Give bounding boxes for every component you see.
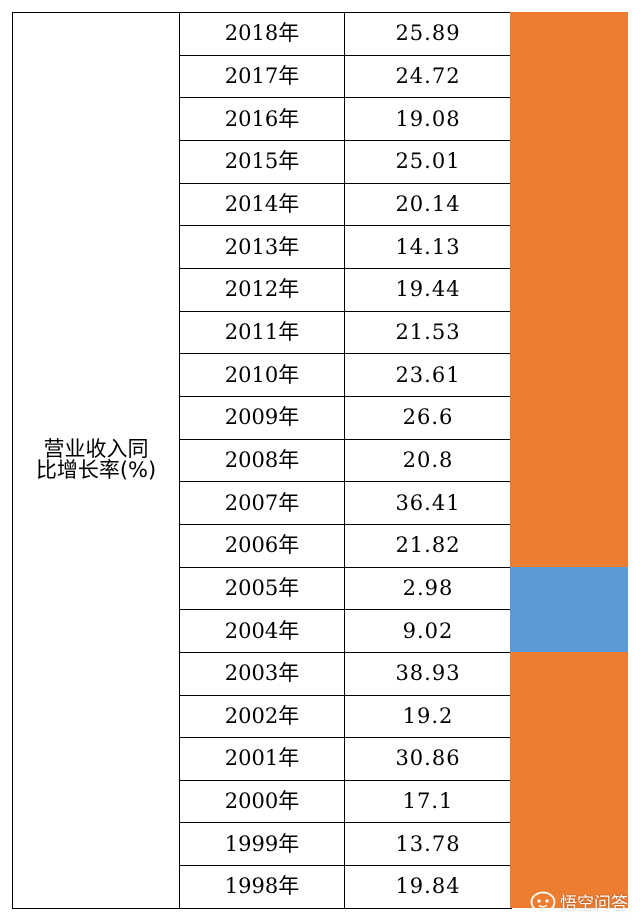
- growth-value-cell: 21.53: [344, 310, 512, 355]
- table-row: 2011年 21.53: [13, 310, 512, 355]
- data-sheet: 营业收入同 比增长率(%) 2018年 25.89 2017年 24.72 2016年 19.…: [12, 12, 628, 909]
- year-cell: 2013年: [179, 225, 345, 269]
- year-cell: 2007年: [179, 481, 345, 525]
- year-cell: 2001年: [179, 737, 345, 781]
- table-row: 2014年 20.14: [13, 182, 512, 227]
- year-cell: 2004年: [179, 609, 345, 653]
- table-row: 2009年 26.6: [13, 395, 512, 440]
- growth-value-cell: 26.6: [344, 395, 512, 440]
- year-cell: 2018年: [179, 12, 345, 56]
- metric-label-line: 比增长率(%): [35, 458, 157, 483]
- growth-value-cell: 25.89: [344, 12, 512, 56]
- table-row: 2016年 19.08: [13, 97, 512, 141]
- year-cell: 2017年: [179, 54, 345, 99]
- growth-value-cell: 2.98: [344, 566, 512, 611]
- year-cell: 2002年: [179, 694, 345, 739]
- table-row: 2012年 19.44: [13, 267, 512, 312]
- metric-label-line: 营业收入同: [43, 437, 149, 462]
- table-body: 营业收入同 比增长率(%) 2018年 25.89 2017年 24.72 2016年 19.…: [12, 12, 512, 909]
- growth-value-cell: 9.02: [344, 609, 512, 653]
- year-cell: 2012年: [179, 267, 345, 312]
- year-cell: 2014年: [179, 182, 345, 227]
- table-row: 2003年 38.93: [13, 651, 512, 696]
- table-row: 2015年 25.01: [13, 139, 512, 184]
- year-cell: 2003年: [179, 651, 345, 696]
- table-row: 2006年 21.82: [13, 523, 512, 568]
- year-cell: 2011年: [179, 310, 345, 355]
- highlight-segment: [510, 566, 628, 652]
- year-cell: 2010年: [179, 353, 345, 397]
- watermark: 悟空问答: [530, 889, 628, 914]
- table-row: 营业收入同 比增长率(%) 2018年 25.89: [12, 12, 512, 909]
- table-row: 2010年 23.61: [13, 353, 512, 397]
- growth-value-cell: 30.86: [344, 737, 512, 781]
- table-row: 1998年 19.84: [13, 865, 512, 909]
- table-row: 2005年 2.98: [13, 566, 512, 611]
- growth-value-cell: 36.41: [344, 481, 512, 525]
- table-row: 2008年 20.8: [13, 438, 512, 483]
- wukong-logo-icon: [530, 891, 556, 912]
- growth-value-cell: 14.13: [344, 225, 512, 269]
- year-cell: 1998年: [179, 865, 345, 909]
- highlight-segment: [510, 652, 628, 908]
- growth-value-cell: 21.82: [344, 523, 512, 568]
- growth-value-cell: 19.84: [344, 865, 512, 909]
- growth-value-cell: 38.93: [344, 651, 512, 696]
- year-cell: 2009年: [179, 395, 345, 440]
- growth-value-cell: 20.14: [344, 182, 512, 227]
- year-cell: 2006年: [179, 523, 345, 568]
- year-cell: 1999年: [179, 822, 345, 867]
- table-row: 2017年 24.72: [13, 54, 512, 99]
- table-row: 2002年 19.2: [13, 694, 512, 739]
- growth-value-cell: 17.1: [344, 779, 512, 824]
- growth-value-cell: 19.44: [344, 267, 512, 312]
- year-cell: 2005年: [179, 566, 345, 611]
- highlight-color-column: [510, 12, 628, 908]
- growth-rate-table: 营业收入同 比增长率(%) 2018年 25.89 2017年 24.72 2016年 19.…: [12, 12, 512, 909]
- year-cell: 2008年: [179, 438, 345, 483]
- growth-value-cell: 19.2: [344, 694, 512, 739]
- growth-value-cell: 25.01: [344, 139, 512, 184]
- growth-value-cell: 20.8: [344, 438, 512, 483]
- growth-value-cell: 24.72: [344, 54, 512, 99]
- growth-value-cell: 13.78: [344, 822, 512, 867]
- year-cell: 2016年: [179, 97, 345, 141]
- year-cell: 2000年: [179, 779, 345, 824]
- growth-value-cell: 23.61: [344, 353, 512, 397]
- year-cell: 2015年: [179, 139, 345, 184]
- highlight-segment: [510, 12, 628, 567]
- table-row: 2001年 30.86: [13, 737, 512, 781]
- growth-value-cell: 19.08: [344, 97, 512, 141]
- metric-label-cell: 营业收入同 比增长率(%): [12, 12, 180, 909]
- table-row: 2007年 36.41: [13, 481, 512, 525]
- table-row: 2004年 9.02: [13, 609, 512, 653]
- table-row: 2013年 14.13: [13, 225, 512, 269]
- watermark-text: 悟空问答: [560, 894, 628, 914]
